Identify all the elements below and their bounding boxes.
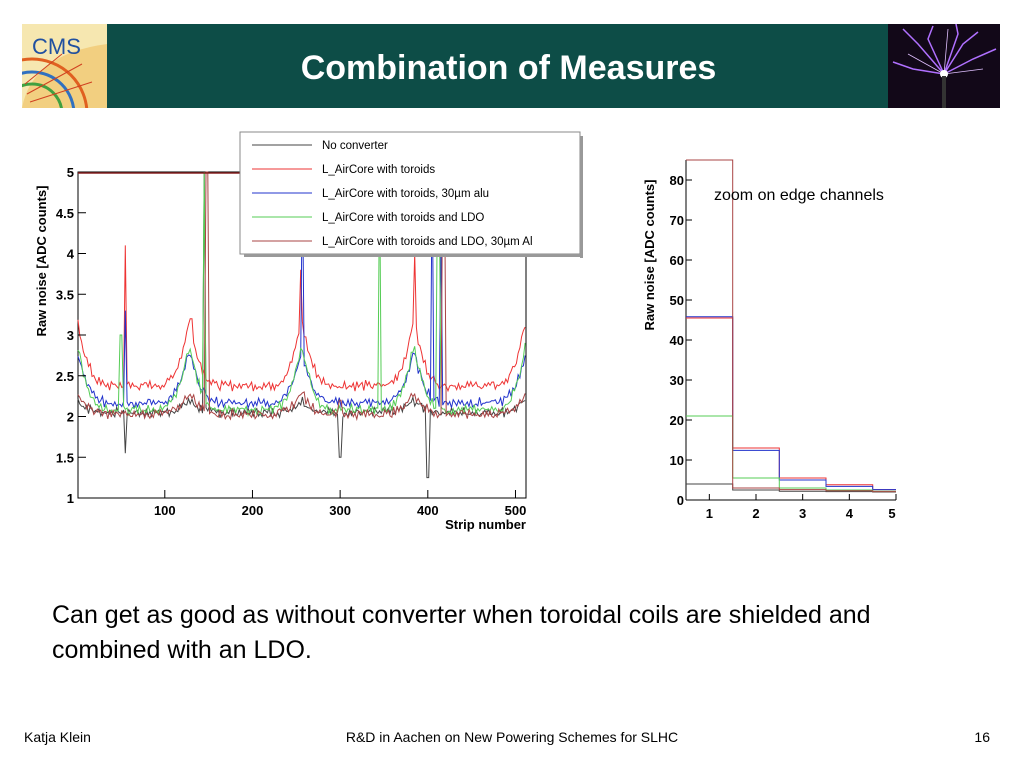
zoom-xtick-label: 5 [888,506,895,521]
page-title: Combination of Measures [300,49,717,87]
main-xtick-label: 400 [417,503,439,518]
main-xtick-label: 100 [154,503,176,518]
main-ytick-label: 4 [67,247,75,262]
main-ylabel: Raw noise [ADC counts] [34,186,49,337]
zoom-ytick-label: 30 [670,373,684,388]
zoom-series-group [686,159,896,493]
main-ytick-label: 1.5 [56,450,74,465]
main-xtick-label: 500 [505,503,527,518]
zoom-annotation: zoom on edge channels [714,187,884,204]
cms-logo: CMS [22,24,107,108]
zoom-series-step [686,159,896,493]
legend-label: L_AirCore with toroids [322,164,435,176]
zoom-ytick-label: 80 [670,173,684,188]
footer-author: Katja Klein [24,729,91,745]
legend-label: L_AirCore with toroids and LDO [322,212,484,224]
zoom-xtick-label: 1 [706,506,713,521]
cms-logo-text: CMS [32,34,81,59]
zoom-axes: 0 10 20 30 40 50 60 70 80 1 2 3 4 5 [670,173,897,521]
main-series-line [77,171,526,418]
footer-title: R&D in Aachen on New Powering Schemes fo… [345,729,679,745]
main-ytick-label: 4.5 [56,206,74,221]
zoom-series-step [686,317,896,491]
main-ytick-label: 3 [67,328,74,343]
plasma-image [888,24,1000,108]
main-xtick-label: 200 [242,503,264,518]
main-ytick-label: 2 [67,410,74,425]
footer-page-number: 16 [974,729,990,745]
zoom-ylabel: Raw noise [ADC counts] [642,180,657,331]
zoom-ytick-label: 70 [670,213,684,228]
zoom-chart: 0 10 20 30 40 50 60 70 80 1 2 3 4 5 zoom on edge chan… [642,159,897,521]
legend-label: L_AirCore with toroids, 30µm alu [322,188,489,200]
main-series-line [77,171,526,479]
zoom-series-step [686,316,896,491]
main-series-line [77,171,526,422]
zoom-ytick-label: 50 [670,293,684,308]
zoom-xtick-label: 3 [799,506,806,521]
main-series-line [77,171,526,410]
legend-label: L_AirCore with toroids and LDO, 30µm Al [322,236,533,248]
zoom-ytick-label: 40 [670,333,684,348]
main-ytick-label: 5 [67,165,74,180]
zoom-ytick-label: 10 [670,453,684,468]
main-ytick-label: 3.5 [56,287,74,302]
zoom-xtick-label: 2 [752,506,759,521]
main-xlabel: Strip number [445,517,526,532]
zoom-ytick-label: 20 [670,413,684,428]
legend-label: No converter [322,140,388,152]
title-bar: CMS Combination of Measures [22,24,1000,108]
slide-caption: Can get as good as without converter whe… [52,601,871,664]
zoom-xtick-label: 4 [846,506,854,521]
legend: No converter L_AirCore with toroids L_AirC… [239,131,583,258]
main-xtick-label: 300 [329,503,351,518]
main-series-group [77,171,526,479]
main-ytick-label: 1 [67,491,74,506]
main-chart: 1 1.5 2 2.5 3 3.5 4 4.5 5 100 200 300 400 500 Strip n… [34,131,583,532]
zoom-ytick-label: 60 [670,253,684,268]
main-ytick-label: 2.5 [56,369,74,384]
zoom-ytick-label: 0 [677,493,684,508]
